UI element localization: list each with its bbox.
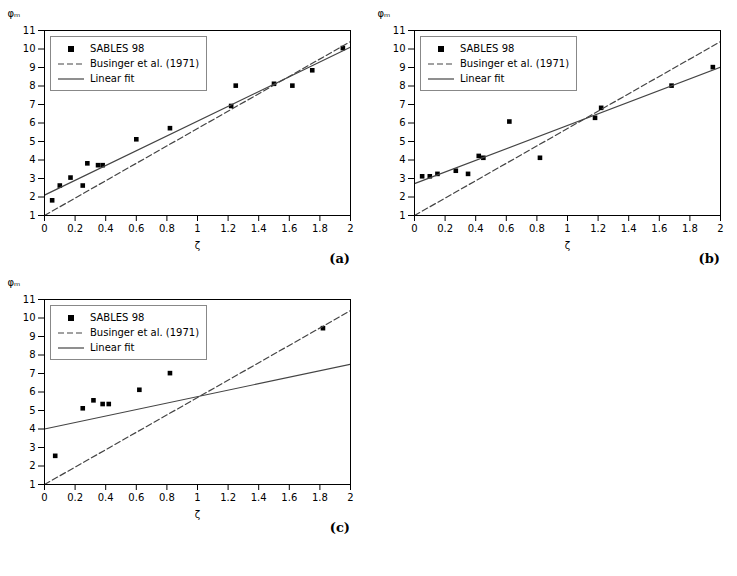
svg-text:φₘ: φₘ [8,277,21,288]
svg-text:1.8: 1.8 [312,223,328,234]
svg-text:2: 2 [29,460,35,471]
html-text:SABLES 98: SABLES 98 [90,312,145,323]
svg-text:1.4: 1.4 [251,223,267,234]
svg-text:0.8: 0.8 [529,223,545,234]
svg-text:8: 8 [399,80,405,91]
svg-text:0.4: 0.4 [468,223,484,234]
svg-text:3: 3 [29,442,35,453]
html-text:Linear fit: Linear fit [460,73,505,84]
svg-text:3: 3 [399,173,405,184]
svg-text:0.4: 0.4 [98,492,114,503]
svg-text:ζ: ζ [195,509,200,520]
svg-text:2: 2 [399,191,405,202]
svg-text:0.6: 0.6 [498,223,514,234]
svg-text:7: 7 [399,99,405,110]
svg-text:8: 8 [29,80,35,91]
svg-text:9: 9 [29,331,35,342]
svg-text:1: 1 [29,479,35,490]
html-text:Businger et al. (1971): Businger et al. (1971) [90,58,200,69]
svg-text:0.4: 0.4 [98,223,114,234]
svg-text:2: 2 [347,223,353,234]
svg-text:1.4: 1.4 [251,492,267,503]
svg-text:10: 10 [23,312,36,323]
html-text:(b): (b) [698,251,720,266]
svg-text:1.6: 1.6 [281,492,297,503]
svg-text:0.2: 0.2 [67,492,83,503]
svg-text:1: 1 [194,492,200,503]
svg-text:2: 2 [717,223,723,234]
html-text:Businger et al. (1971): Businger et al. (1971) [90,327,200,338]
svg-text:1.4: 1.4 [621,223,637,234]
svg-text:φₘ: φₘ [378,8,391,19]
svg-text:2: 2 [347,492,353,503]
svg-text:0: 0 [411,223,417,234]
svg-text:6: 6 [29,386,35,397]
html-text:Linear fit: Linear fit [90,73,135,84]
svg-text:5: 5 [29,136,35,147]
svg-text:11: 11 [23,294,36,305]
svg-text:1.8: 1.8 [682,223,698,234]
svg-text:5: 5 [399,136,405,147]
svg-text:1.2: 1.2 [220,492,236,503]
svg-text:1.6: 1.6 [281,223,297,234]
svg-text:10: 10 [393,43,406,54]
svg-text:0.6: 0.6 [128,492,144,503]
svg-text:4: 4 [399,154,405,165]
html-text:Linear fit: Linear fit [90,342,135,353]
svg-text:0.2: 0.2 [437,223,453,234]
svg-text:7: 7 [29,368,35,379]
html-text:SABLES 98: SABLES 98 [90,43,145,54]
svg-text:0: 0 [41,223,47,234]
svg-text:1: 1 [564,223,570,234]
svg-text:8: 8 [29,349,35,360]
svg-text:7: 7 [29,99,35,110]
svg-text:9: 9 [399,62,405,73]
svg-text:6: 6 [399,117,405,128]
svg-text:0.8: 0.8 [159,492,175,503]
svg-text:11: 11 [393,25,406,36]
svg-text:2: 2 [29,191,35,202]
html-text:SABLES 98: SABLES 98 [460,43,515,54]
html-text:(c): (c) [329,520,350,535]
svg-text:1.2: 1.2 [590,223,606,234]
svg-text:5: 5 [29,405,35,416]
svg-text:φₘ: φₘ [8,8,21,19]
svg-text:1: 1 [194,223,200,234]
svg-text:0.2: 0.2 [67,223,83,234]
svg-text:11: 11 [23,25,36,36]
svg-text:0.6: 0.6 [128,223,144,234]
svg-text:1: 1 [29,210,35,221]
svg-text:ζ: ζ [195,240,200,251]
svg-text:0: 0 [41,492,47,503]
svg-text:9: 9 [29,62,35,73]
svg-text:1.8: 1.8 [312,492,328,503]
svg-text:3: 3 [29,173,35,184]
svg-text:10: 10 [23,43,36,54]
html-text:(a): (a) [329,251,350,266]
svg-text:1.6: 1.6 [651,223,667,234]
svg-text:1: 1 [399,210,405,221]
svg-text:ζ: ζ [565,240,570,251]
svg-text:4: 4 [29,423,35,434]
svg-text:6: 6 [29,117,35,128]
html-text:Businger et al. (1971): Businger et al. (1971) [460,58,570,69]
svg-text:4: 4 [29,154,35,165]
svg-text:1.2: 1.2 [220,223,236,234]
svg-text:0.8: 0.8 [159,223,175,234]
